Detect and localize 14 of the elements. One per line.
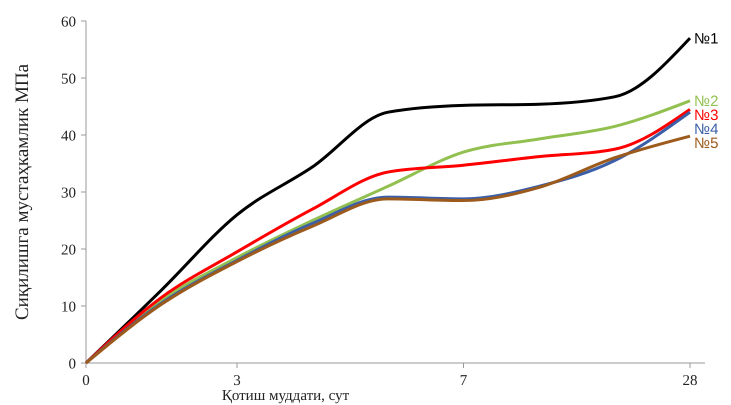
x-tick-label: 0	[82, 373, 90, 389]
y-tick-label: 10	[61, 299, 76, 316]
y-tick-label: 30	[61, 185, 76, 202]
series-label: №1	[694, 30, 718, 48]
x-axis-title: Қотиш муддати, сут	[222, 388, 350, 404]
y-tick-label: 50	[61, 71, 76, 88]
y-tick-label: 40	[61, 128, 76, 144]
y-axis-title: Сиқилишга мустаҳкамлик МПа	[12, 63, 33, 320]
x-tick-label: 7	[460, 373, 468, 389]
y-tick-label: 20	[61, 242, 76, 258]
y-tick-label: 60	[61, 14, 76, 30]
x-tick-label: 28	[682, 373, 698, 389]
y-tick-label: 0	[68, 356, 76, 372]
x-tick-label: 3	[233, 373, 241, 389]
